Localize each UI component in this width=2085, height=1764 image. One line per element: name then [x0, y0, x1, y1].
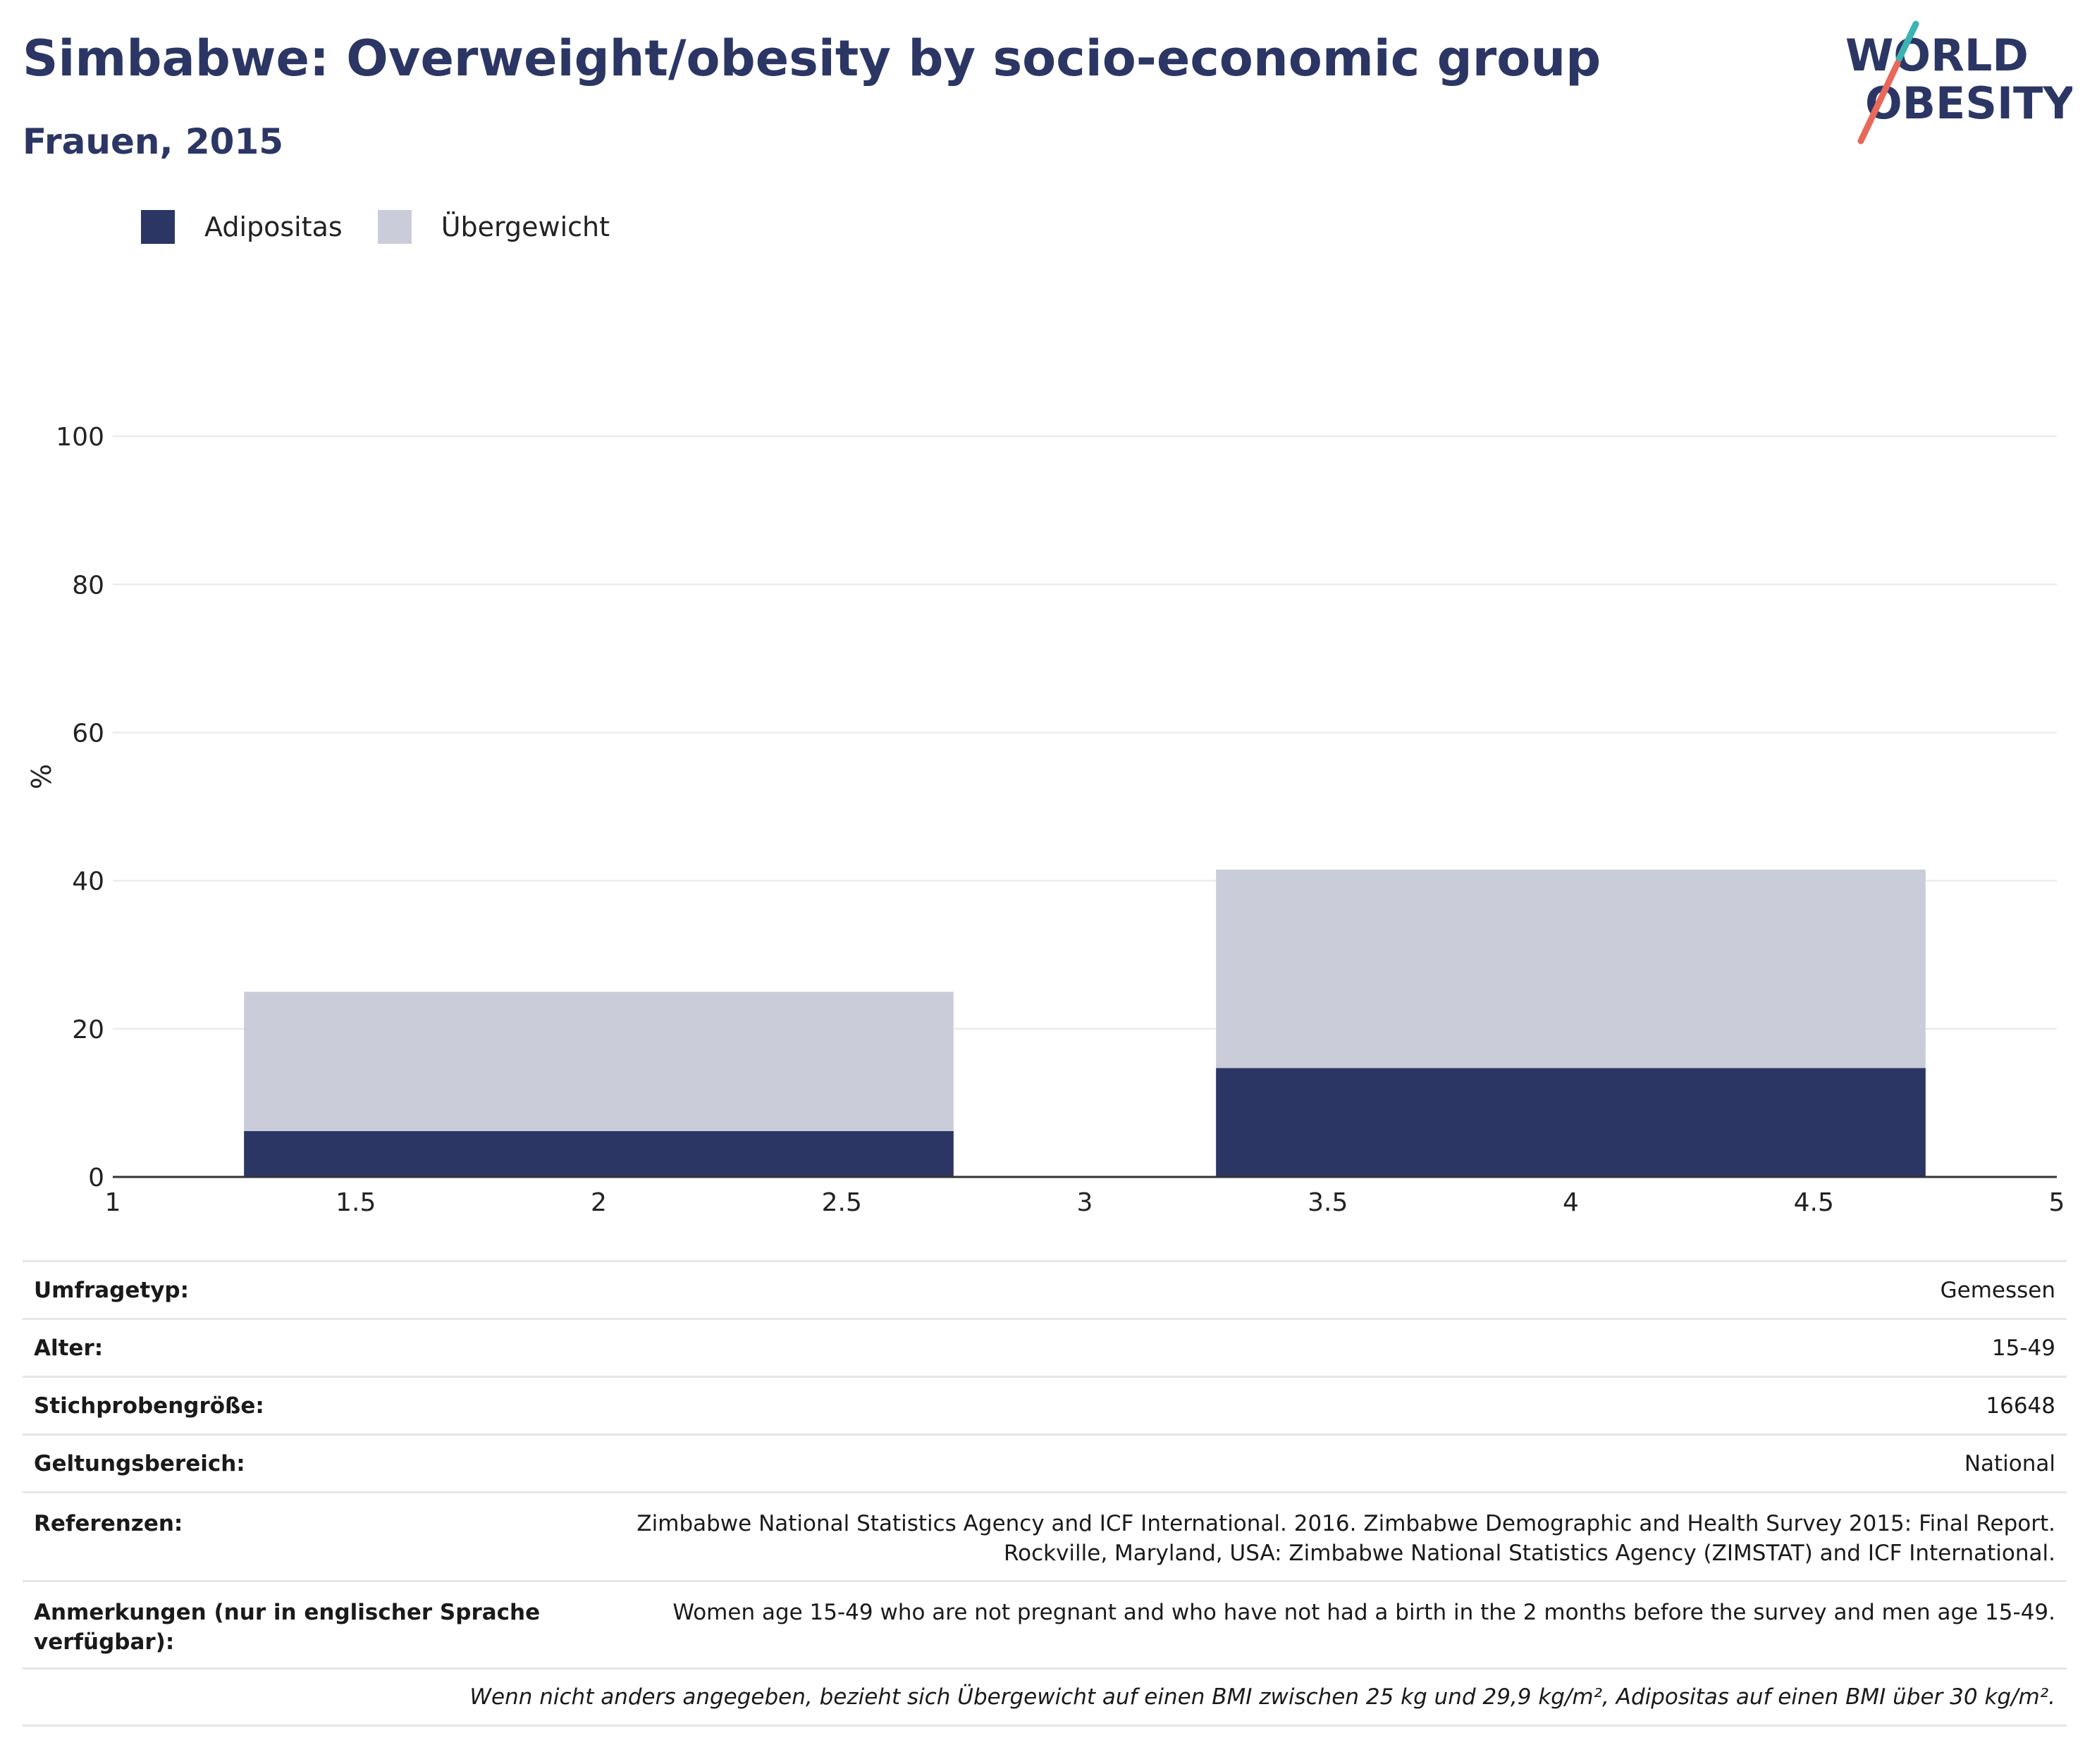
- info-label: Referenzen:: [34, 1511, 183, 1536]
- x-tick-label: 3: [1077, 1188, 1093, 1217]
- legend-item-adipositas[interactable]: Adipositas: [141, 210, 343, 244]
- info-row-notes: Anmerkungen (nur in englischer Sprache v…: [23, 1580, 2067, 1667]
- y-tick-label: 80: [72, 571, 104, 600]
- legend-label-adipositas: Adipositas: [204, 211, 343, 242]
- legend-swatch-uebergewicht: [377, 210, 412, 244]
- info-value: 16648: [1986, 1393, 2055, 1419]
- x-tick-label: 4: [1563, 1188, 1579, 1217]
- reference-line-2: Rockville, Maryland, USA: Zimbabwe Natio…: [1003, 1541, 2055, 1566]
- info-row-coverage: Geltungsbereich: National: [23, 1433, 2067, 1491]
- bar-uebergewicht-1: [244, 992, 954, 1131]
- info-label: Alter:: [34, 1335, 104, 1361]
- x-tick-label: 4.5: [1794, 1188, 1834, 1217]
- x-tick-label: 2.5: [822, 1188, 862, 1217]
- info-value: Zimbabwe National Statistics Agency and …: [541, 1509, 2055, 1568]
- y-tick-label: 60: [72, 719, 104, 748]
- info-value: Women age 15-49 who are not pregnant and…: [672, 1600, 2055, 1625]
- info-value: National: [1964, 1450, 2055, 1476]
- info-value: 15-49: [1991, 1335, 2055, 1361]
- x-tick-label: 2: [591, 1188, 607, 1217]
- survey-info-table: Umfragetyp: Gemessen Alter: 15-49 Stichp…: [23, 1260, 2067, 1727]
- chart-subtitle: Frauen, 2015: [23, 121, 284, 162]
- y-tick-label: 40: [72, 868, 104, 896]
- world-obesity-logo: WORLD OBESITY: [1845, 20, 2072, 144]
- legend-item-uebergewicht[interactable]: Übergewicht: [377, 210, 610, 244]
- info-row-sample-size: Stichprobengröße: 16648: [23, 1376, 2067, 1433]
- logo-slash-coral: [1857, 60, 1901, 144]
- info-label: Umfragetyp:: [34, 1277, 189, 1303]
- x-tick-label: 1: [105, 1188, 121, 1217]
- y-tick-label: 20: [72, 1016, 104, 1044]
- logo-text-world: WORLD: [1845, 30, 2029, 81]
- x-tick-label: 5: [2049, 1188, 2065, 1217]
- chart-legend: Adipositas Übergewicht: [141, 210, 645, 244]
- info-row-references: Referenzen: Zimbabwe National Statistics…: [23, 1491, 2067, 1580]
- y-tick-label: 100: [56, 423, 104, 452]
- info-label: Geltungsbereich:: [34, 1450, 245, 1476]
- x-tick-label: 1.5: [336, 1188, 376, 1217]
- y-tick-label: 0: [88, 1164, 104, 1192]
- info-value: Gemessen: [1940, 1277, 2055, 1303]
- legend-label-uebergewicht: Übergewicht: [441, 211, 610, 242]
- logo-slash-teal: [1895, 20, 1919, 63]
- info-row-survey-type: Umfragetyp: Gemessen: [23, 1260, 2067, 1318]
- legend-swatch-adipositas: [141, 210, 175, 244]
- y-axis-label: %: [26, 764, 57, 789]
- stacked-bar-chart: 0 20 40 60 80 100% 1 1.5 2 2.5 3 3.5 4 4.5 5: [26, 423, 2065, 1217]
- info-row-age: Alter: 15-49: [23, 1318, 2067, 1376]
- logo-text-obesity: OBESITY: [1865, 78, 2072, 129]
- reference-line-1: Zimbabwe National Statistics Agency and …: [636, 1511, 2055, 1536]
- bar-adipositas-2: [1216, 1068, 1926, 1177]
- info-row-footnote: Wenn nicht anders angegeben, bezieht sic…: [23, 1667, 2067, 1727]
- info-label: Stichprobengröße:: [34, 1393, 264, 1419]
- bar-adipositas-1: [244, 1130, 954, 1177]
- x-tick-label: 3.5: [1308, 1188, 1348, 1217]
- bar-uebergewicht-2: [1216, 869, 1926, 1068]
- footnote-text: Wenn nicht anders angegeben, bezieht sic…: [469, 1684, 2055, 1710]
- chart-title: Simbabwe: Overweight/obesity by socio-ec…: [23, 30, 1601, 87]
- info-label: Anmerkungen (nur in englischer Sprache v…: [34, 1600, 541, 1655]
